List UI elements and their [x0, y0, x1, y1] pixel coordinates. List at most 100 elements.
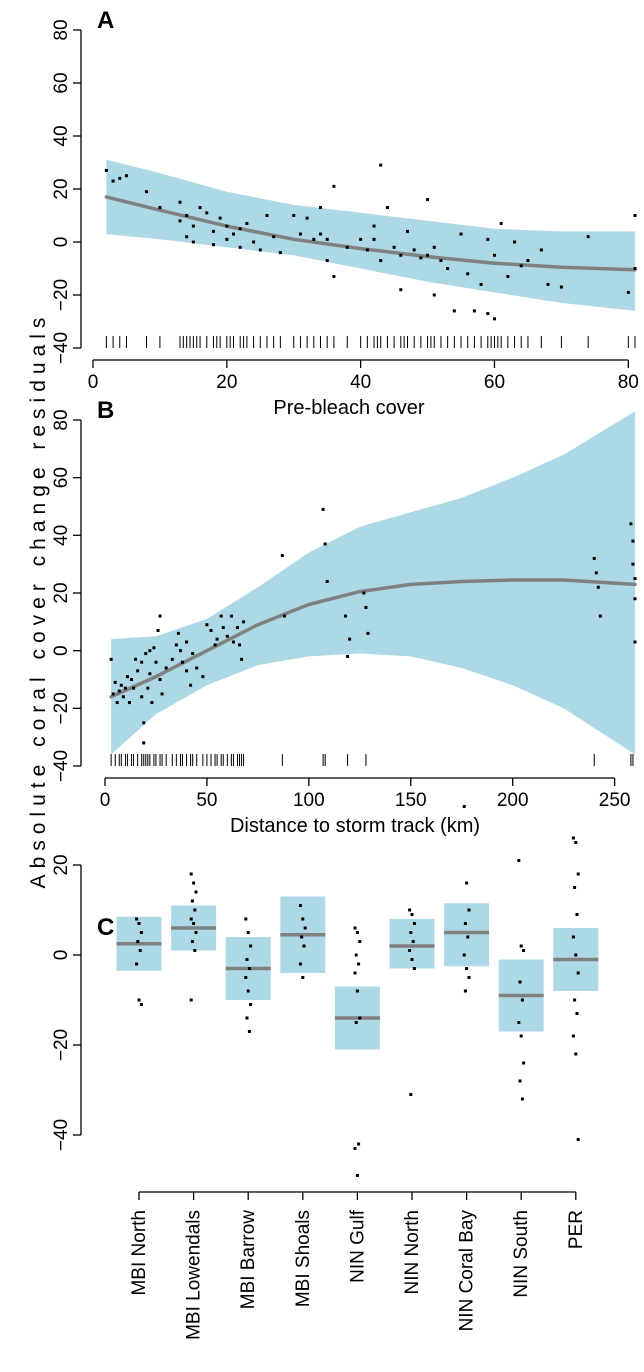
data-point — [373, 238, 376, 241]
interval-box — [444, 903, 489, 966]
panel-c: CMBI North MBI Lowendals MBI Barrow MBI Sho… — [51, 805, 598, 1340]
data-point — [134, 658, 137, 661]
x-tick-label: NIN Coral Bay — [457, 1210, 478, 1332]
data-point — [242, 620, 245, 623]
x-tick-label: MBI Barrow — [238, 1210, 259, 1310]
data-point — [140, 931, 143, 934]
data-point — [465, 967, 468, 970]
data-point — [116, 701, 119, 704]
data-point — [356, 931, 359, 934]
data-point — [248, 1030, 251, 1033]
data-point — [212, 230, 215, 233]
y-tick-label: 0 — [51, 645, 72, 656]
data-point — [136, 669, 139, 672]
data-point — [279, 251, 282, 254]
data-point — [225, 238, 228, 241]
data-point — [306, 217, 309, 220]
data-point — [517, 859, 520, 862]
data-point — [130, 678, 133, 681]
data-point — [413, 967, 416, 970]
x-tick-label: 100 — [293, 790, 325, 811]
data-point — [299, 963, 302, 966]
x-tick-label: 50 — [196, 790, 217, 811]
data-point — [574, 841, 577, 844]
data-point — [138, 999, 141, 1002]
y-tick-label: 40 — [51, 525, 72, 546]
data-point — [195, 931, 198, 934]
data-point — [468, 976, 471, 979]
data-point — [259, 248, 262, 251]
data-point — [112, 180, 115, 183]
data-point — [105, 169, 108, 172]
data-point — [185, 235, 188, 238]
data-point — [574, 1053, 577, 1056]
data-point — [599, 615, 602, 618]
x-axis-title: Pre-bleach cover — [273, 397, 425, 419]
data-point — [303, 945, 306, 948]
data-point — [634, 214, 637, 217]
data-point — [214, 643, 217, 646]
data-point — [411, 913, 414, 916]
y-tick-label: −20 — [51, 1029, 72, 1061]
data-point — [240, 658, 243, 661]
data-point — [146, 687, 149, 690]
data-point — [426, 254, 429, 257]
data-point — [354, 1147, 357, 1150]
data-point — [312, 238, 315, 241]
data-point — [157, 629, 160, 632]
y-tick-label: 60 — [51, 72, 72, 93]
data-point — [128, 701, 131, 704]
data-point — [560, 286, 563, 289]
data-point — [526, 259, 529, 262]
data-point — [519, 981, 522, 984]
panel-letter: C — [97, 914, 114, 941]
data-point — [465, 882, 468, 885]
data-point — [463, 954, 466, 957]
data-point — [159, 678, 162, 681]
data-point — [386, 206, 389, 209]
data-point — [480, 283, 483, 286]
data-point — [473, 309, 476, 312]
data-point — [634, 641, 637, 644]
data-point — [362, 592, 365, 595]
confidence-band — [111, 411, 635, 754]
data-point — [354, 927, 357, 930]
y-tick-label: −20 — [51, 692, 72, 724]
data-point — [413, 922, 416, 925]
y-tick-label: 0 — [51, 237, 72, 248]
data-point — [177, 632, 180, 635]
x-tick-label: MBI Lowendals — [184, 1210, 205, 1340]
data-point — [634, 267, 637, 270]
data-point — [304, 927, 307, 930]
y-tick-label: −40 — [51, 750, 72, 782]
x-tick-label: PER — [566, 1210, 587, 1249]
data-point — [464, 922, 467, 925]
data-point — [140, 695, 143, 698]
data-point — [433, 246, 436, 249]
x-tick-label: 60 — [484, 372, 505, 393]
data-point — [408, 909, 411, 912]
data-point — [573, 999, 576, 1002]
data-point — [171, 658, 174, 661]
data-point — [232, 233, 235, 236]
data-point — [249, 1003, 252, 1006]
data-point — [192, 241, 195, 244]
panel-letter: B — [97, 397, 114, 424]
data-point — [506, 275, 509, 278]
data-point — [140, 1003, 143, 1006]
x-tick-label: NIN South — [511, 1210, 532, 1298]
data-point — [301, 918, 304, 921]
data-point — [178, 201, 181, 204]
data-point — [355, 954, 358, 957]
data-point — [246, 958, 249, 961]
data-point — [299, 233, 302, 236]
data-point — [158, 206, 161, 209]
data-point — [357, 1143, 360, 1146]
data-point — [195, 666, 198, 669]
x-tick-label: 0 — [88, 372, 99, 393]
data-point — [239, 246, 242, 249]
data-point — [493, 254, 496, 257]
data-point — [125, 174, 128, 177]
data-point — [460, 233, 463, 236]
